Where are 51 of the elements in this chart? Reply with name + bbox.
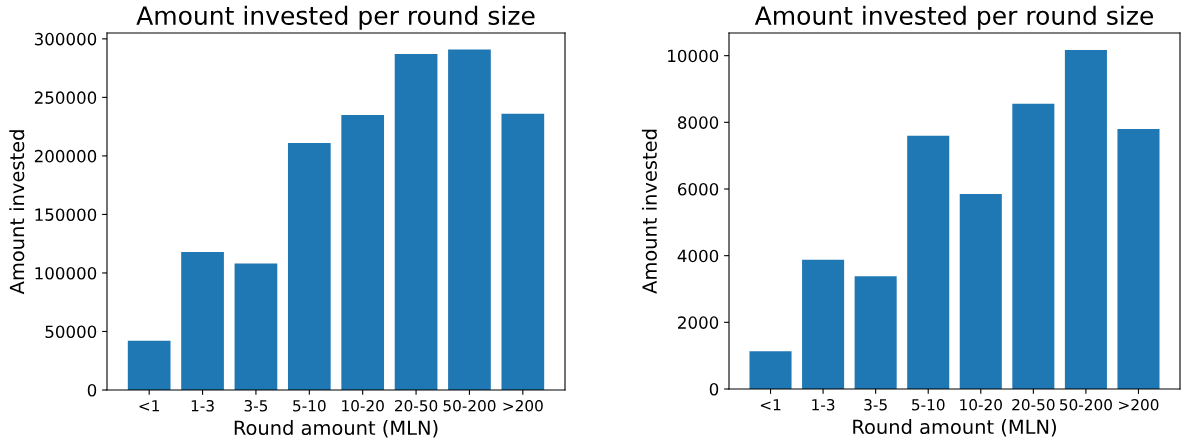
x-tick-label: 20-50 — [1012, 398, 1055, 411]
bar — [1012, 103, 1055, 389]
x-axis-title: Round amount (MLN) — [853, 419, 1056, 437]
x-tick-label: 3-5 — [864, 398, 887, 411]
bar — [394, 54, 438, 390]
y-tick-label: 150000 — [35, 208, 97, 221]
bar — [802, 259, 845, 389]
y-tick-label: 4000 — [677, 249, 719, 263]
bar — [287, 143, 331, 390]
x-tick-label: >200 — [1119, 398, 1159, 411]
x-tick-label: 3-5 — [244, 399, 268, 412]
bar — [501, 113, 545, 390]
x-tick-label: <1 — [760, 399, 781, 411]
bar — [341, 114, 385, 390]
x-axis-title: Round amount (MLN) — [234, 420, 438, 438]
x-tick-label: 10-20 — [960, 398, 1002, 411]
y-tick-label: 200000 — [34, 149, 97, 163]
y-tick-label: 0 — [709, 382, 719, 396]
bar — [854, 276, 897, 389]
y-tick-label: 8000 — [677, 116, 719, 129]
x-tick-label: >200 — [503, 399, 543, 412]
bar — [1117, 129, 1160, 389]
chart-title: Amount invested per round size — [754, 5, 1153, 30]
y-tick-label: 2000 — [678, 316, 719, 329]
y-axis-title: Amount invested — [9, 130, 25, 295]
y-tick-label: 0 — [87, 383, 97, 397]
x-tick-label: 5-10 — [293, 399, 326, 412]
x-tick-label: 50-200 — [1060, 398, 1112, 411]
x-tick-label: 50-200 — [443, 399, 496, 412]
y-tick-label: 50000 — [45, 325, 97, 339]
bar — [959, 194, 1002, 389]
bar — [448, 49, 491, 390]
x-tick-label: 1-3 — [191, 399, 214, 412]
y-tick-label: 300000 — [34, 32, 97, 46]
x-tick-label: 5-10 — [912, 398, 945, 411]
bar — [181, 251, 224, 390]
bar — [127, 340, 171, 390]
y-tick-label: 250000 — [34, 91, 97, 104]
x-tick-label: 20-50 — [394, 399, 438, 412]
bar — [1064, 50, 1107, 389]
x-tick-label: <1 — [139, 400, 160, 412]
chart-title: Amount invested per round size — [136, 5, 535, 30]
bar — [749, 351, 792, 389]
x-tick-label: 10-20 — [342, 399, 384, 412]
y-tick-label: 6000 — [678, 182, 719, 196]
y-tick-label: 100000 — [35, 266, 97, 280]
y-tick-label: 10000 — [668, 49, 719, 63]
bar — [234, 263, 278, 390]
bar — [907, 135, 950, 389]
y-axis-title: Amount invested — [641, 129, 657, 294]
x-tick-label: 1-3 — [812, 398, 835, 411]
